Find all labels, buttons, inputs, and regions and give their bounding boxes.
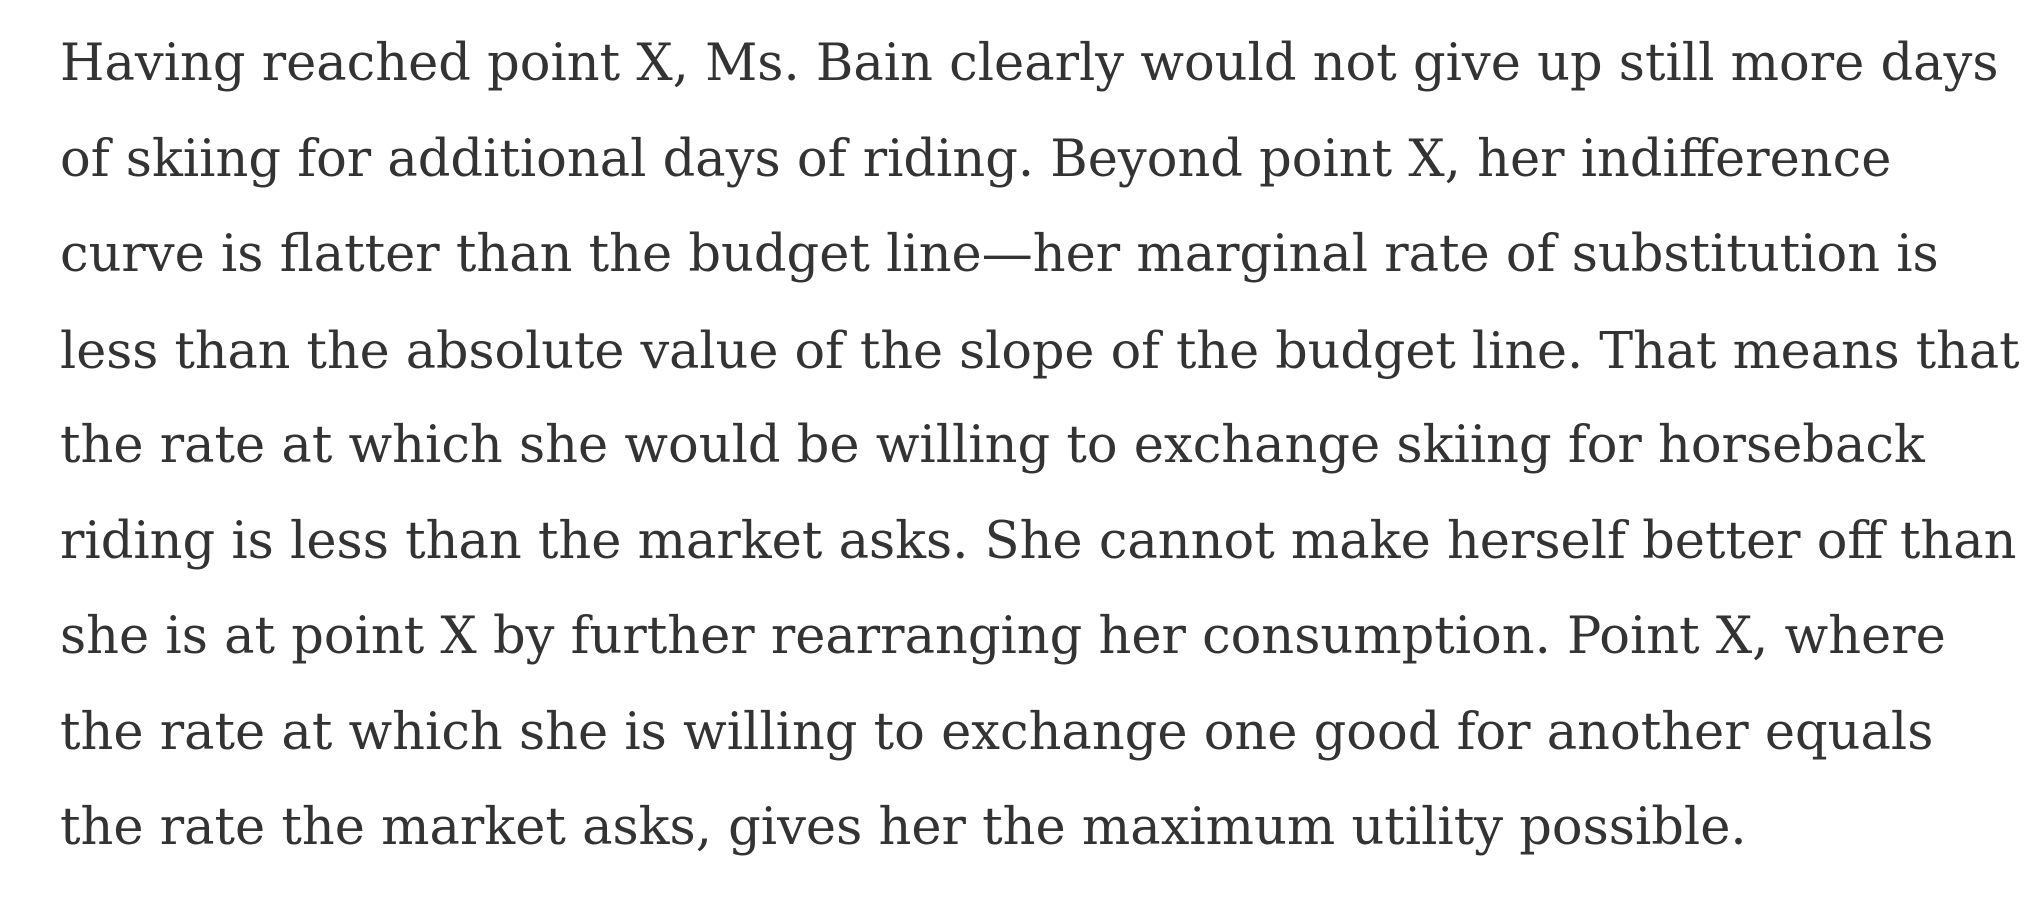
paragraph-line: she is at point X by further rearranging…	[60, 607, 1946, 666]
document-body: Having reached point X, Ms. Bain clearly…	[60, 16, 2020, 876]
paragraph-line: curve is flatter than the budget line—he…	[60, 225, 1939, 284]
paragraph-line: less than the absolute value of the slop…	[60, 320, 2020, 380]
paragraph-line: of skiing for additional days of riding.…	[60, 129, 1892, 189]
paragraph-line: riding is less than the market asks. She…	[60, 511, 2017, 571]
paragraph: Having reached point X, Ms. Bain clearly…	[60, 16, 2020, 876]
paragraph-line: Having reached point X, Ms. Bain clearly…	[60, 34, 1999, 93]
paragraph-line: the rate at which she is willing to exch…	[60, 702, 1934, 762]
paragraph-line: the rate at which she would be willing t…	[60, 416, 1925, 475]
paragraph-line: the rate the market asks, gives her the …	[60, 798, 1747, 857]
